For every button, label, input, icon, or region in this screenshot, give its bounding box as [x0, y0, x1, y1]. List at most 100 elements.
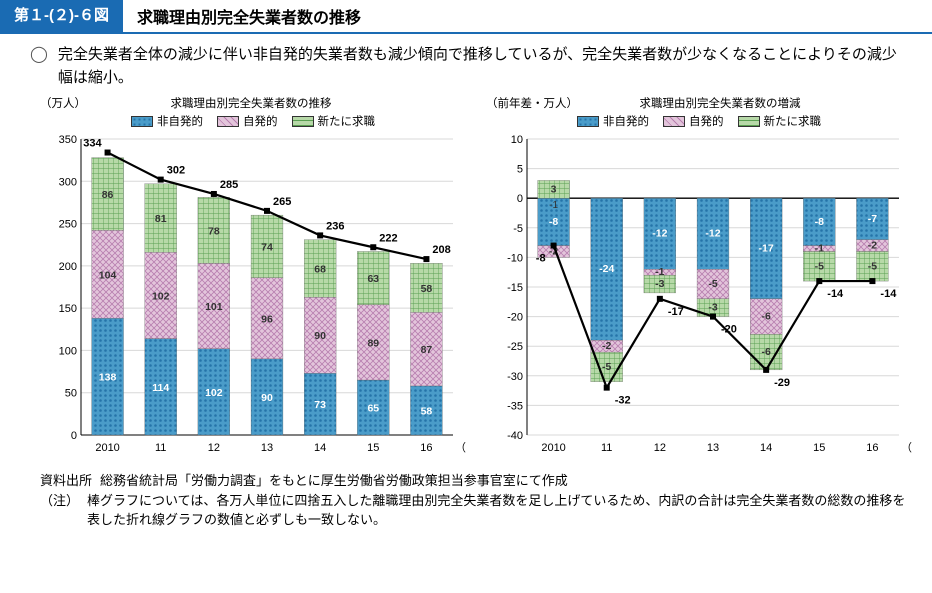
right-chart-title: 求職理由別完全失業者数の増減 [578, 95, 862, 111]
svg-text:14: 14 [314, 442, 326, 454]
note-text: 棒グラフについては、各万人単位に四捨五入した離職理由別完全失業者数を足し上げてい… [87, 491, 912, 530]
svg-text:-40: -40 [507, 430, 523, 442]
svg-text:-10: -10 [507, 252, 523, 264]
left-legend: 非自発的 自発的 新たに求職 [40, 113, 466, 129]
note-label: （注） [40, 491, 79, 530]
svg-text:74: 74 [261, 241, 273, 253]
svg-text:15: 15 [813, 442, 825, 454]
svg-text:65: 65 [367, 403, 379, 415]
legend-involuntary: 非自発的 [157, 113, 203, 129]
svg-text:81: 81 [155, 213, 167, 225]
svg-text:-15: -15 [507, 282, 523, 294]
figure-footer: 資料出所 総務省統計局「労働力調査」をもとに厚生労働省労働政策担当参事官室にて作… [0, 467, 932, 540]
legend-voluntary-r: 自発的 [689, 113, 724, 129]
svg-text:3: 3 [551, 183, 557, 195]
svg-text:10: 10 [511, 134, 523, 146]
svg-text:89: 89 [367, 337, 379, 349]
svg-text:200: 200 [59, 261, 77, 273]
svg-text:2010: 2010 [541, 442, 565, 454]
svg-text:5: 5 [517, 164, 523, 176]
svg-text:-20: -20 [721, 324, 737, 336]
svg-text:300: 300 [59, 176, 77, 188]
svg-text:138: 138 [99, 372, 117, 384]
svg-text:101: 101 [205, 301, 223, 313]
left-y-unit: （万人） [40, 95, 86, 111]
svg-text:-5: -5 [868, 260, 877, 272]
svg-text:68: 68 [314, 263, 326, 275]
svg-text:-1: -1 [549, 200, 558, 211]
figure-title: 求職理由別完全失業者数の推移 [123, 0, 375, 32]
svg-text:-17: -17 [759, 243, 774, 255]
svg-text:285: 285 [220, 179, 238, 191]
svg-text:-17: -17 [668, 306, 684, 318]
svg-text:236: 236 [326, 220, 344, 232]
svg-text:208: 208 [432, 244, 450, 256]
svg-text:-30: -30 [507, 371, 523, 383]
svg-text:13: 13 [261, 442, 273, 454]
svg-text:2010: 2010 [95, 442, 119, 454]
svg-text:-8: -8 [536, 253, 546, 265]
svg-text:102: 102 [152, 290, 170, 302]
figure-number: 第１-(２)-６図 [0, 0, 123, 32]
svg-text:87: 87 [421, 344, 433, 356]
svg-text:0: 0 [71, 430, 77, 442]
svg-text:16: 16 [420, 442, 432, 454]
svg-text:-20: -20 [507, 312, 523, 324]
svg-text:14: 14 [760, 442, 772, 454]
svg-text:（年）: （年） [901, 440, 912, 454]
svg-text:12: 12 [208, 442, 220, 454]
left-chart: （万人） 求職理由別完全失業者数の推移 非自発的 自発的 新たに求職 05010… [40, 95, 466, 463]
svg-text:13: 13 [707, 442, 719, 454]
svg-text:-5: -5 [602, 361, 611, 373]
legend-new-r: 新たに求職 [764, 113, 822, 129]
svg-text:104: 104 [99, 269, 117, 281]
svg-text:350: 350 [59, 134, 77, 146]
svg-text:50: 50 [65, 388, 77, 400]
svg-text:114: 114 [152, 382, 169, 394]
svg-text:（年）: （年） [455, 440, 466, 454]
svg-text:250: 250 [59, 219, 77, 231]
svg-text:-12: -12 [652, 228, 667, 240]
svg-text:-3: -3 [708, 302, 717, 314]
svg-text:-29: -29 [774, 377, 790, 389]
legend-involuntary-r: 非自発的 [603, 113, 649, 129]
svg-text:334: 334 [83, 138, 102, 150]
right-y-unit: （前年差・万人） [486, 95, 578, 111]
svg-text:-14: -14 [827, 288, 844, 300]
legend-voluntary: 自発的 [243, 113, 278, 129]
svg-text:-8: -8 [549, 216, 558, 228]
svg-text:150: 150 [59, 303, 77, 315]
svg-text:102: 102 [205, 387, 223, 399]
svg-text:-32: -32 [615, 395, 631, 407]
svg-text:265: 265 [273, 196, 291, 208]
svg-text:-7: -7 [868, 213, 877, 225]
svg-text:100: 100 [59, 345, 77, 357]
svg-text:-5: -5 [708, 278, 717, 290]
svg-text:90: 90 [314, 330, 326, 342]
svg-text:-6: -6 [761, 311, 770, 323]
svg-text:-2: -2 [602, 340, 611, 352]
svg-text:0: 0 [517, 193, 523, 205]
svg-text:11: 11 [601, 442, 612, 454]
svg-text:78: 78 [208, 225, 220, 237]
svg-text:-2: -2 [868, 240, 877, 252]
svg-text:-35: -35 [507, 400, 523, 412]
svg-text:-12: -12 [705, 228, 720, 240]
svg-text:86: 86 [102, 189, 114, 201]
svg-text:-14: -14 [880, 288, 897, 300]
figure-header: 第１-(２)-６図 求職理由別完全失業者数の推移 [0, 0, 932, 34]
svg-text:16: 16 [866, 442, 878, 454]
left-chart-svg: 0 50 100 150 200 250 300 350 138 104 86 2010 114 102 8… [40, 133, 466, 463]
charts-container: （万人） 求職理由別完全失業者数の推移 非自発的 自発的 新たに求職 05010… [0, 91, 932, 467]
svg-text:58: 58 [421, 405, 433, 417]
svg-text:-3: -3 [655, 278, 664, 290]
bullet-icon: ◯ [30, 44, 48, 89]
svg-text:90: 90 [261, 392, 273, 404]
legend-new: 新たに求職 [318, 113, 376, 129]
svg-text:11: 11 [155, 442, 166, 454]
summary-text: 完全失業者全体の減少に伴い非自発的失業者数も減少傾向で推移しているが、完全失業者… [58, 44, 902, 89]
svg-text:222: 222 [379, 232, 397, 244]
svg-text:15: 15 [367, 442, 379, 454]
svg-text:-5: -5 [513, 223, 523, 235]
svg-text:96: 96 [261, 313, 273, 325]
